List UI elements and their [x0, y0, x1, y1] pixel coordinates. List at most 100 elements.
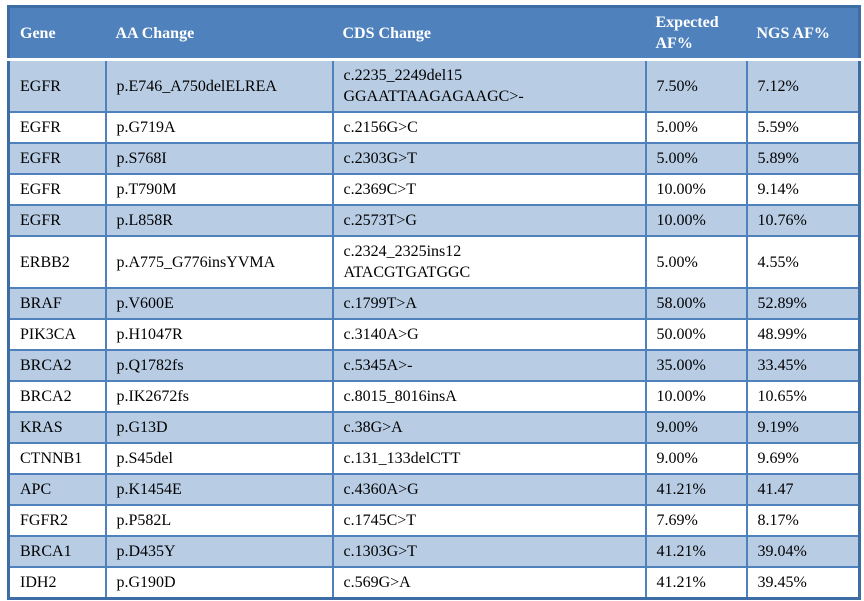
cell-ngs: 39.04% — [745, 535, 861, 568]
cell-expected: 41.21% — [644, 473, 748, 506]
table-row: IDH2 p.G190D c.569G>A 41.21% 39.45% — [7, 566, 861, 600]
cell-ngs: 39.45% — [745, 566, 861, 600]
column-header-cds: CDS Change — [332, 6, 646, 61]
column-header-ngs: NGS AF% — [746, 6, 860, 61]
cell-aa: p.K1454E — [104, 473, 334, 506]
cell-gene: PIK3CA — [7, 318, 107, 351]
cell-gene: IDH2 — [7, 566, 107, 600]
cell-cds: c.38G>A — [331, 411, 647, 444]
table-row: EGFR p.E746_A750delELREA c.2235_2249del15 … — [7, 58, 861, 113]
cell-gene: CTNNB1 — [7, 442, 107, 475]
column-header-aa: AA Change — [105, 6, 333, 61]
table-row: BRCA1 p.D435Y c.1303G>T 41.21% 39.04% — [7, 535, 861, 568]
table-row: BRCA2 p.IK2672fs c.8015_8016insA 10.00% 10.6… — [7, 380, 861, 413]
cell-ngs: 10.76% — [745, 204, 861, 237]
cell-expected: 35.00% — [644, 349, 748, 382]
cell-aa: p.S768I — [104, 142, 334, 175]
cell-ngs: 5.59% — [745, 111, 861, 144]
table-row: EGFR p.G719A c.2156G>C 5.00% 5.59% — [7, 111, 861, 144]
cell-expected: 50.00% — [644, 318, 748, 351]
cell-expected: 41.21% — [644, 566, 748, 600]
table-row: ERBB2 p.A775_G776insYVMA c.2324_2325ins12 … — [7, 235, 861, 289]
cell-cds: c.2573T>G — [331, 204, 647, 237]
cell-expected: 41.21% — [644, 535, 748, 568]
cell-ngs: 9.14% — [745, 173, 861, 206]
table-row: CTNNB1 p.S45del c.131_133delCTT 9.00% 9.69% — [7, 442, 861, 475]
cell-ngs: 9.19% — [745, 411, 861, 444]
cell-aa: p.G13D — [104, 411, 334, 444]
cell-aa: p.P582L — [104, 504, 334, 537]
cell-aa: p.T790M — [104, 173, 334, 206]
cell-ngs: 48.99% — [745, 318, 861, 351]
cell-gene: KRAS — [7, 411, 107, 444]
cell-gene: EGFR — [7, 173, 107, 206]
cell-cds: c.1799T>A — [331, 287, 647, 320]
cell-gene: EGFR — [7, 204, 107, 237]
table-row: PIK3CA p.H1047R c.3140A>G 50.00% 48.99% — [7, 318, 861, 351]
cell-ngs: 4.55% — [745, 235, 861, 289]
cell-cds: c.2303G>T — [331, 142, 647, 175]
cell-ngs: 33.45% — [745, 349, 861, 382]
table-row: EGFR p.L858R c.2573T>G 10.00% 10.76% — [7, 204, 861, 237]
cell-ngs: 10.65% — [745, 380, 861, 413]
cell-aa: p.H1047R — [104, 318, 334, 351]
cell-gene: EGFR — [7, 142, 107, 175]
table-row: BRCA2 p.Q1782fs c.5345A>- 35.00% 33.45% — [7, 349, 861, 382]
cell-expected: 9.00% — [644, 442, 748, 475]
cell-cds: c.4360A>G — [331, 473, 647, 506]
cell-cds: c.8015_8016insA — [331, 380, 647, 413]
header-row: Gene AA Change CDS Change Expected AF% NGS A… — [8, 6, 860, 61]
cell-aa: p.V600E — [104, 287, 334, 320]
cell-expected: 5.00% — [644, 111, 748, 144]
cell-cds: c.1303G>T — [331, 535, 647, 568]
cell-cds: c.2369C>T — [331, 173, 647, 206]
cell-cds: c.3140A>G — [331, 318, 647, 351]
cell-aa: p.E746_A750delELREA — [104, 58, 334, 113]
cell-expected: 10.00% — [644, 380, 748, 413]
cell-expected: 5.00% — [644, 142, 748, 175]
cell-cds: c.2235_2249del15 GGAATTAAGAGAAGC>- — [331, 58, 647, 113]
cell-aa: p.Q1782fs — [104, 349, 334, 382]
table-row: EGFR p.T790M c.2369C>T 10.00% 9.14% — [7, 173, 861, 206]
cell-ngs: 52.89% — [745, 287, 861, 320]
cell-aa: p.L858R — [104, 204, 334, 237]
cell-gene: APC — [7, 473, 107, 506]
cell-cds: c.131_133delCTT — [331, 442, 647, 475]
cell-ngs: 5.89% — [745, 142, 861, 175]
cell-cds: c.1745C>T — [331, 504, 647, 537]
table-row: EGFR p.S768I c.2303G>T 5.00% 5.89% — [7, 142, 861, 175]
cell-aa: p.S45del — [104, 442, 334, 475]
column-header-gene: Gene — [8, 6, 106, 61]
cell-expected: 7.50% — [644, 58, 748, 113]
cell-gene: EGFR — [7, 58, 107, 113]
cell-cds: c.5345A>- — [331, 349, 647, 382]
cell-ngs: 7.12% — [745, 58, 861, 113]
table-row: KRAS p.G13D c.38G>A 9.00% 9.19% — [7, 411, 861, 444]
cell-gene: FGFR2 — [7, 504, 107, 537]
cell-expected: 58.00% — [644, 287, 748, 320]
cell-ngs: 8.17% — [745, 504, 861, 537]
cell-expected: 10.00% — [644, 204, 748, 237]
cell-expected: 5.00% — [644, 235, 748, 289]
cell-gene: BRCA2 — [7, 380, 107, 413]
cell-gene: BRCA2 — [7, 349, 107, 382]
cell-aa: p.G190D — [104, 566, 334, 600]
cell-aa: p.A775_G776insYVMA — [104, 235, 334, 289]
cell-gene: BRCA1 — [7, 535, 107, 568]
cell-gene: EGFR — [7, 111, 107, 144]
cell-ngs: 41.47 — [745, 473, 861, 506]
cell-expected: 9.00% — [644, 411, 748, 444]
table-header: Gene AA Change CDS Change Expected AF% NGS A… — [8, 6, 860, 61]
cell-aa: p.G719A — [104, 111, 334, 144]
table-row: BRAF p.V600E c.1799T>A 58.00% 52.89% — [7, 287, 861, 320]
table-row: FGFR2 p.P582L c.1745C>T 7.69% 8.17% — [7, 504, 861, 537]
table-row: APC p.K1454E c.4360A>G 41.21% 41.47 — [7, 473, 861, 506]
cell-gene: ERBB2 — [7, 235, 107, 289]
cell-gene: BRAF — [7, 287, 107, 320]
cell-cds: c.2324_2325ins12 ATACGTGATGGC — [331, 235, 647, 289]
table-body: EGFR p.E746_A750delELREA c.2235_2249del15 … — [7, 58, 861, 600]
cell-aa: p.IK2672fs — [104, 380, 334, 413]
cell-aa: p.D435Y — [104, 535, 334, 568]
cell-expected: 10.00% — [644, 173, 748, 206]
